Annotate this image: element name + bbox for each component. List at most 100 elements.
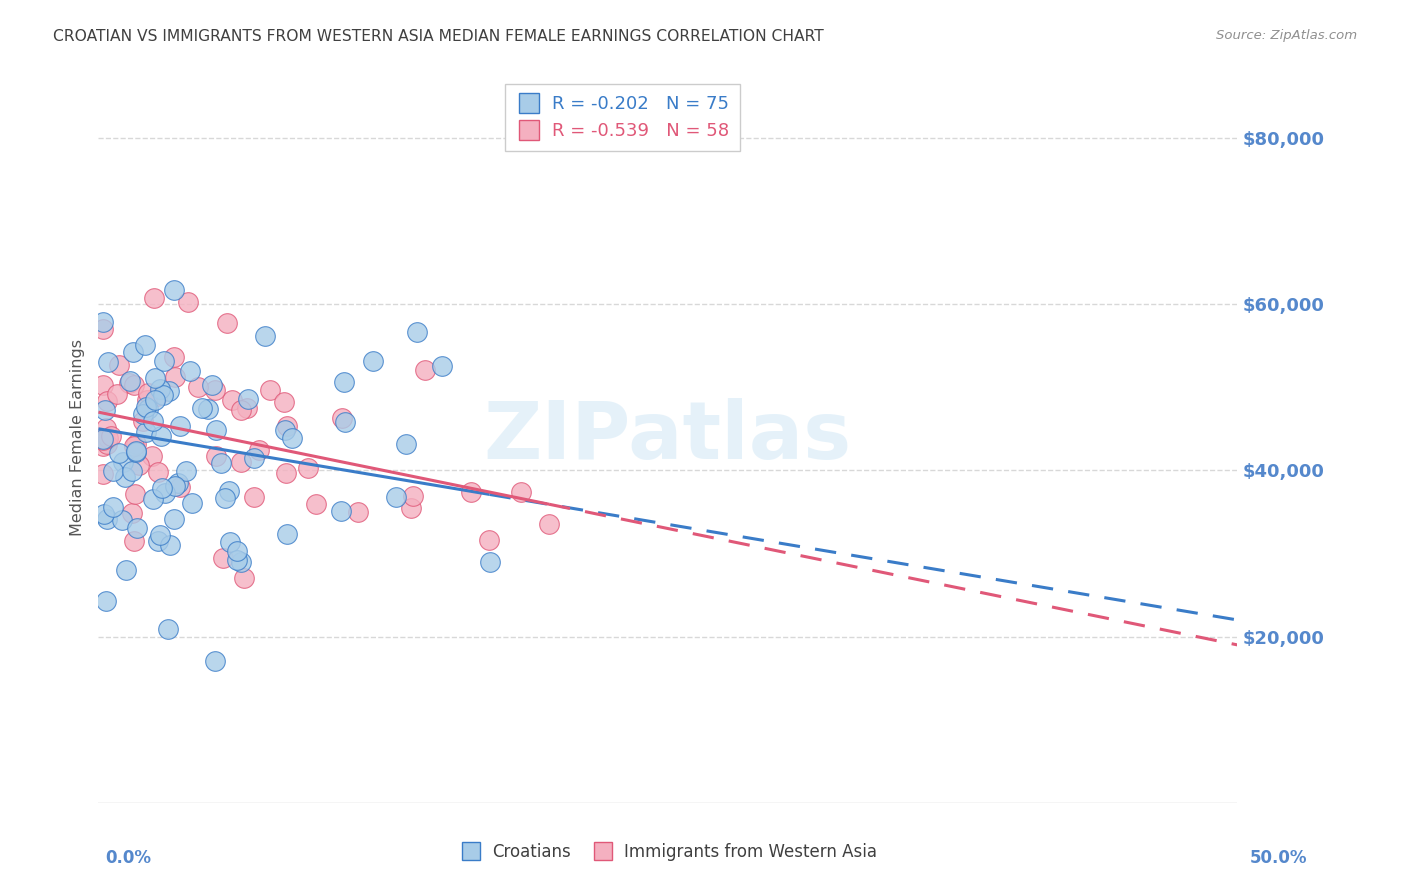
- Text: 50.0%: 50.0%: [1250, 849, 1308, 867]
- Point: [406, 325, 429, 339]
- Point: [143, 291, 166, 305]
- Point: [145, 393, 167, 408]
- Text: 0.0%: 0.0%: [105, 849, 152, 867]
- Point: [236, 401, 259, 415]
- Point: [153, 486, 176, 500]
- Point: [385, 490, 408, 504]
- Point: [460, 485, 482, 500]
- Point: [134, 338, 156, 352]
- Point: [125, 521, 148, 535]
- Point: [219, 535, 242, 549]
- Point: [143, 371, 166, 385]
- Point: [121, 507, 143, 521]
- Point: [181, 496, 204, 510]
- Point: [204, 384, 226, 398]
- Point: [231, 403, 253, 417]
- Point: [96, 512, 118, 526]
- Point: [105, 387, 128, 401]
- Point: [146, 534, 169, 549]
- Point: [91, 467, 114, 482]
- Point: [204, 654, 226, 668]
- Point: [149, 528, 172, 542]
- Point: [232, 571, 254, 585]
- Point: [97, 355, 120, 369]
- Point: [538, 516, 561, 531]
- Point: [333, 415, 356, 429]
- Point: [201, 378, 224, 392]
- Point: [330, 410, 353, 425]
- Point: [190, 401, 212, 415]
- Point: [330, 504, 353, 518]
- Point: [91, 434, 114, 448]
- Point: [150, 429, 173, 443]
- Point: [212, 550, 235, 565]
- Point: [297, 461, 319, 475]
- Point: [243, 490, 266, 504]
- Point: [111, 455, 134, 469]
- Point: [101, 500, 124, 514]
- Point: [122, 533, 145, 548]
- Point: [165, 370, 187, 384]
- Text: CROATIAN VS IMMIGRANTS FROM WESTERN ASIA MEDIAN FEMALE EARNINGS CORRELATION CHAR: CROATIAN VS IMMIGRANTS FROM WESTERN ASIA…: [53, 29, 824, 44]
- Point: [215, 316, 238, 330]
- Point: [125, 443, 148, 458]
- Point: [142, 414, 165, 428]
- Point: [111, 513, 134, 527]
- Point: [273, 395, 295, 409]
- Point: [136, 402, 159, 417]
- Point: [163, 479, 186, 493]
- Point: [124, 436, 146, 450]
- Point: [122, 378, 145, 392]
- Point: [395, 437, 418, 451]
- Point: [274, 467, 297, 481]
- Point: [101, 464, 124, 478]
- Point: [274, 423, 297, 437]
- Point: [142, 492, 165, 507]
- Point: [229, 455, 252, 469]
- Y-axis label: Median Female Earnings: Median Female Earnings: [70, 339, 86, 535]
- Point: [477, 533, 499, 548]
- Point: [430, 359, 453, 373]
- Point: [478, 555, 501, 569]
- Point: [91, 377, 114, 392]
- Point: [169, 419, 191, 434]
- Point: [124, 486, 146, 500]
- Point: [94, 403, 117, 417]
- Point: [100, 429, 122, 443]
- Legend: Croatians, Immigrants from Western Asia: Croatians, Immigrants from Western Asia: [451, 837, 884, 868]
- Point: [94, 594, 117, 608]
- Point: [209, 457, 232, 471]
- Point: [159, 384, 181, 399]
- Point: [163, 350, 186, 364]
- Point: [214, 491, 236, 506]
- Point: [361, 354, 384, 368]
- Point: [94, 421, 117, 435]
- Point: [96, 394, 118, 409]
- Point: [149, 382, 172, 396]
- Point: [276, 527, 298, 541]
- Point: [108, 446, 131, 460]
- Point: [115, 563, 138, 577]
- Point: [221, 392, 243, 407]
- Point: [114, 469, 136, 483]
- Point: [247, 442, 270, 457]
- Point: [218, 484, 240, 499]
- Point: [197, 402, 219, 417]
- Point: [91, 432, 114, 446]
- Point: [93, 507, 115, 521]
- Point: [132, 408, 155, 422]
- Point: [146, 389, 169, 403]
- Point: [401, 489, 423, 503]
- Point: [118, 376, 141, 391]
- Point: [141, 449, 163, 463]
- Point: [91, 322, 114, 336]
- Point: [169, 480, 191, 494]
- Point: [91, 315, 114, 329]
- Point: [510, 485, 533, 500]
- Point: [163, 283, 186, 297]
- Point: [413, 363, 436, 377]
- Point: [91, 439, 114, 453]
- Point: [229, 555, 252, 569]
- Point: [305, 497, 328, 511]
- Point: [346, 505, 368, 519]
